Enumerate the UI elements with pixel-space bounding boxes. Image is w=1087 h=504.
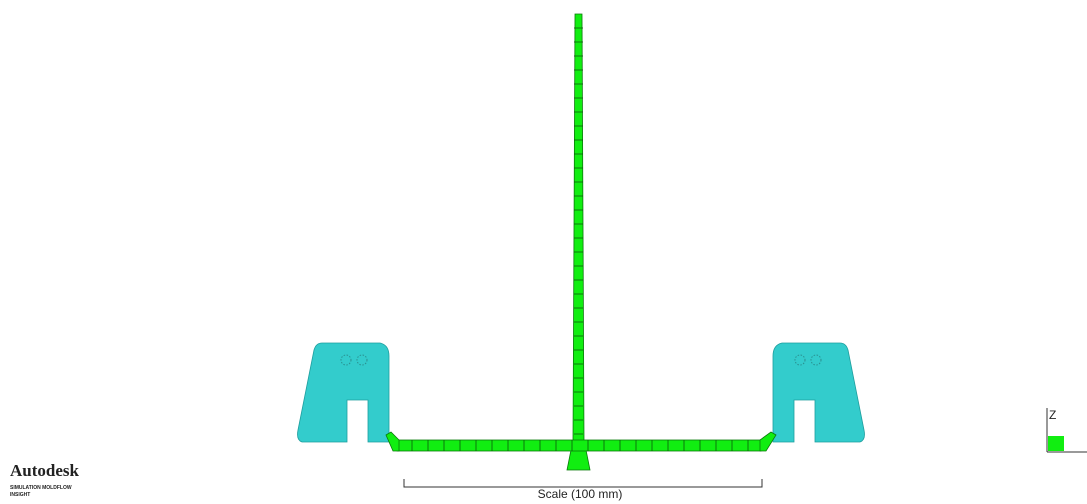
- cavity-right: [773, 343, 865, 442]
- triad-z: Z: [1049, 408, 1056, 422]
- runner: [397, 440, 761, 451]
- cavity-left: [298, 343, 390, 442]
- model-viewport: Scale (100 mm) Autodesk SIMULATION MOLDF…: [0, 0, 1087, 504]
- sprue: [567, 14, 590, 470]
- logo-edition: INSIGHT: [10, 492, 30, 498]
- feed-system: [386, 14, 776, 470]
- axis-triad: Z: [1047, 408, 1087, 452]
- scale-label: Scale (100 mm): [538, 487, 623, 501]
- scale-bar: Scale (100 mm): [404, 479, 762, 501]
- logo: Autodesk SIMULATION MOLDFLOW INSIGHT: [10, 461, 80, 498]
- logo-product: SIMULATION MOLDFLOW: [10, 485, 72, 491]
- logo-brand: Autodesk: [10, 461, 80, 480]
